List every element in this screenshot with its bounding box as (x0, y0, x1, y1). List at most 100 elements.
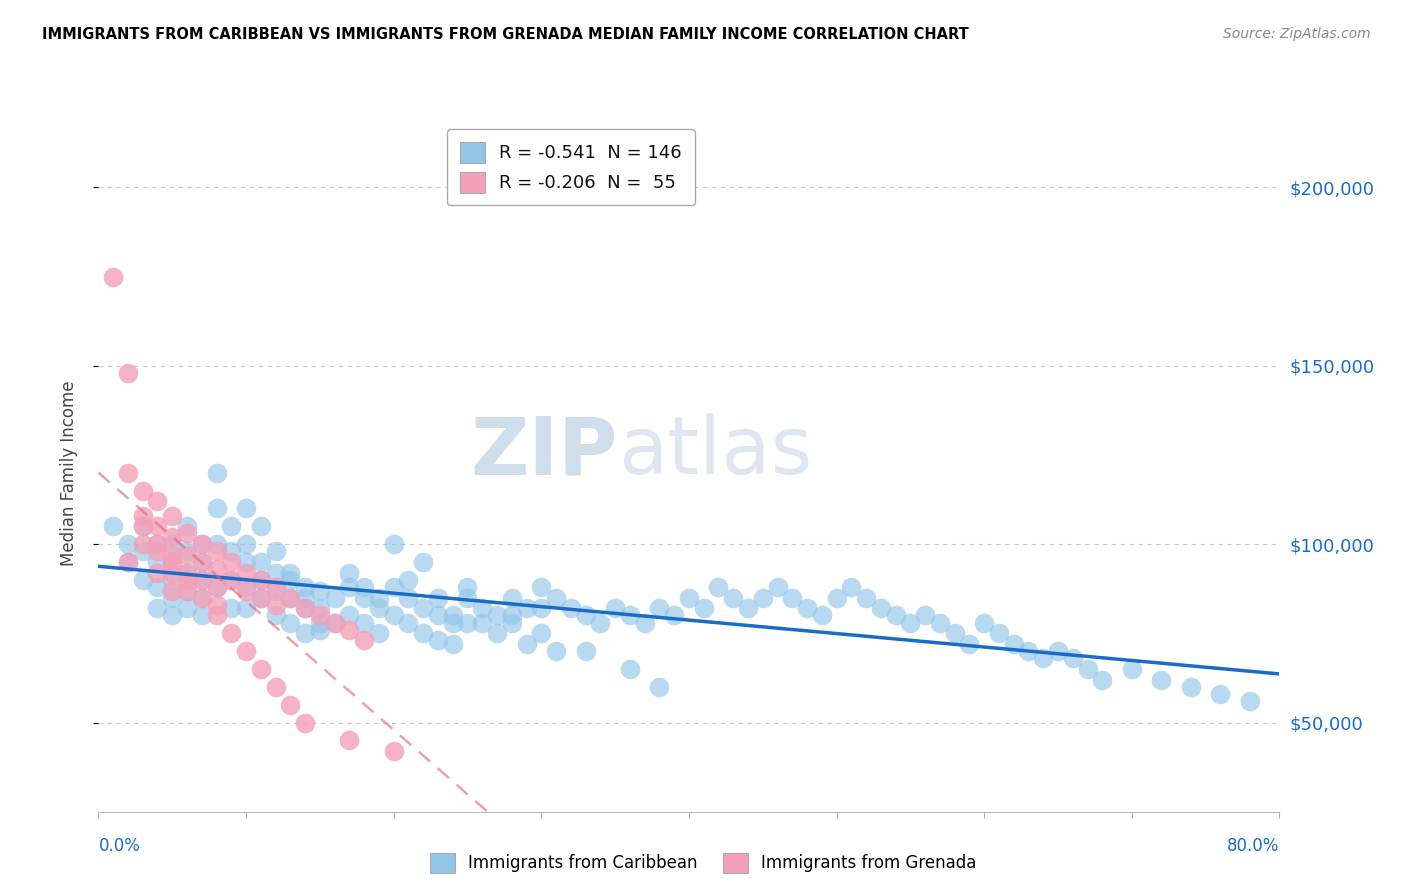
Point (973, 615, 995, 630)
Point (396, 573, 419, 587)
Point (191, 555, 214, 569)
Point (987, 626, 1010, 640)
Point (900, 615, 922, 630)
Point (560, 601, 582, 615)
Point (707, 580, 730, 594)
Point (1239, 694, 1261, 708)
Point (146, 544, 169, 558)
Point (339, 608, 360, 623)
Point (132, 483, 155, 498)
Point (235, 566, 257, 580)
Point (589, 615, 612, 630)
Point (294, 715, 316, 730)
Point (132, 544, 155, 558)
Point (205, 598, 228, 612)
Point (751, 591, 773, 605)
Point (959, 637, 981, 651)
Point (294, 626, 316, 640)
Point (1091, 673, 1114, 687)
Point (501, 615, 523, 630)
Point (648, 680, 671, 694)
Point (396, 591, 419, 605)
Point (368, 601, 391, 615)
Point (619, 662, 641, 676)
Point (264, 566, 287, 580)
Point (176, 601, 198, 615)
Point (191, 537, 214, 551)
Point (294, 580, 316, 594)
Point (294, 591, 316, 605)
Point (412, 626, 434, 640)
Point (146, 519, 169, 533)
Point (146, 580, 169, 594)
Point (250, 573, 273, 587)
Point (456, 591, 478, 605)
Point (235, 537, 257, 551)
Point (235, 583, 257, 598)
Point (235, 501, 257, 516)
Point (278, 698, 302, 712)
Point (250, 662, 273, 676)
Point (368, 626, 391, 640)
Point (162, 530, 183, 544)
Point (412, 601, 434, 615)
Point (486, 626, 509, 640)
Point (353, 615, 375, 630)
Point (574, 644, 596, 658)
Point (382, 537, 405, 551)
Point (235, 555, 257, 569)
Point (176, 566, 198, 580)
Point (456, 615, 478, 630)
Point (530, 626, 553, 640)
Point (235, 580, 257, 594)
Point (1046, 644, 1069, 658)
Point (309, 615, 332, 630)
Point (219, 626, 242, 640)
Y-axis label: Median Family Income: Median Family Income (59, 380, 77, 566)
Point (1121, 662, 1143, 676)
Point (309, 608, 332, 623)
Point (530, 601, 553, 615)
Point (382, 580, 405, 594)
Point (841, 580, 863, 594)
Point (309, 583, 332, 598)
Point (250, 555, 273, 569)
Text: atlas: atlas (619, 413, 813, 491)
Point (191, 537, 214, 551)
Point (294, 601, 316, 615)
Point (132, 537, 155, 551)
Point (323, 615, 346, 630)
Point (103, 519, 125, 533)
Point (382, 744, 405, 758)
Point (1180, 680, 1202, 694)
Point (162, 555, 183, 569)
Point (928, 615, 950, 630)
Point (339, 566, 360, 580)
Point (456, 580, 478, 594)
Point (501, 608, 523, 623)
Point (693, 601, 716, 615)
Point (353, 580, 375, 594)
Point (723, 591, 745, 605)
Text: 80.0%: 80.0% (1227, 837, 1279, 855)
Point (264, 680, 287, 694)
Text: Source: ZipAtlas.com: Source: ZipAtlas.com (1223, 27, 1371, 41)
Point (205, 580, 228, 594)
Point (162, 566, 183, 580)
Point (162, 573, 183, 587)
Point (176, 548, 198, 562)
Point (146, 566, 169, 580)
Point (427, 633, 450, 648)
Point (441, 608, 464, 623)
Point (546, 591, 568, 605)
Point (132, 573, 155, 587)
Point (250, 519, 273, 533)
Point (486, 608, 509, 623)
Point (219, 573, 242, 587)
Point (339, 580, 360, 594)
Point (205, 562, 228, 576)
Point (132, 508, 155, 523)
Point (605, 601, 627, 615)
Point (278, 591, 302, 605)
Point (176, 583, 198, 598)
